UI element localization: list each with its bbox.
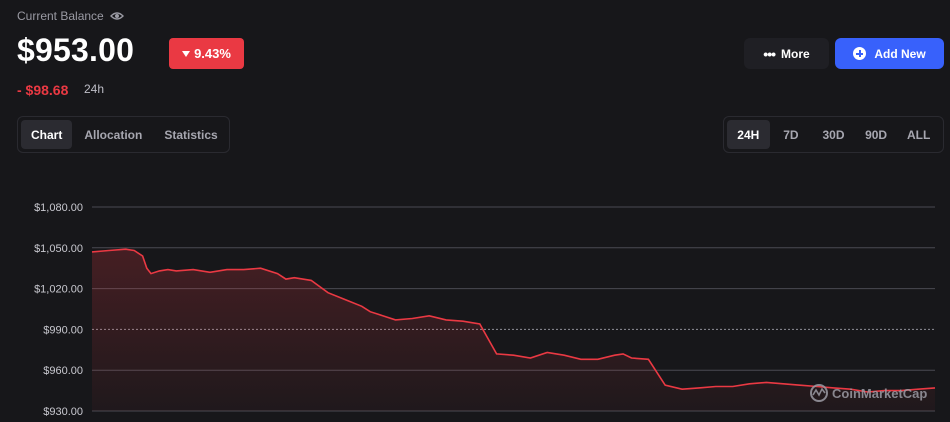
plus-circle-icon [853, 47, 867, 60]
time-range-tabs: 24H 7D 30D 90D ALL [723, 116, 944, 153]
y-axis-ticks: $930.00 $960.00 $990.00 $1,020.00 $1,050.00 $… [34, 202, 83, 418]
y-tick-label: $1,080.00 [34, 202, 83, 214]
change-percent-badge: 9.43% [169, 38, 244, 69]
balance-chart[interactable]: $930.00 $960.00 $990.00 $1,020.00 $1,050.00 $… [0, 190, 950, 422]
more-dots-icon: ••• [763, 45, 776, 62]
coinmarketcap-logo-icon [810, 384, 828, 402]
y-tick-label: $1,020.00 [34, 284, 83, 296]
tab-statistics[interactable]: Statistics [154, 120, 227, 149]
change-period: 24h [84, 82, 105, 96]
range-7d[interactable]: 7D [770, 120, 813, 149]
change-amount: - $98.68 [17, 82, 69, 98]
series-area [92, 249, 935, 411]
tab-allocation-label: Allocation [84, 127, 143, 142]
add-new-button-label: Add New [874, 46, 926, 61]
range-all[interactable]: ALL [897, 120, 940, 149]
tab-statistics-label: Statistics [164, 127, 218, 142]
series-line [91, 248, 936, 393]
balance-label: Current Balance [17, 9, 124, 23]
range-90d-label: 90D [865, 127, 888, 142]
range-all-label: ALL [907, 127, 931, 142]
y-tick-label: $930.00 [43, 406, 83, 418]
tab-allocation[interactable]: Allocation [74, 120, 152, 149]
change-percent-text: 9.43% [194, 46, 231, 61]
range-30d-label: 30D [822, 127, 845, 142]
eye-icon[interactable] [109, 11, 124, 21]
tab-chart-label: Chart [31, 127, 63, 142]
y-tick-label: $960.00 [43, 365, 83, 377]
y-tick-label: $990.00 [43, 324, 83, 336]
add-new-button[interactable]: Add New [835, 38, 944, 69]
range-24h-label: 24H [737, 127, 760, 142]
view-tabs: Chart Allocation Statistics [17, 116, 230, 153]
y-tick-label: $1,050.00 [34, 243, 83, 255]
coinmarketcap-watermark: CoinMarketCap [810, 384, 927, 402]
balance-label-text: Current Balance [17, 9, 104, 23]
range-30d[interactable]: 30D [812, 120, 855, 149]
range-90d[interactable]: 90D [855, 120, 898, 149]
more-button[interactable]: ••• More [744, 38, 829, 69]
range-24h[interactable]: 24H [727, 120, 770, 149]
watermark-text: CoinMarketCap [832, 386, 927, 401]
range-7d-label: 7D [783, 127, 799, 142]
caret-down-icon [182, 50, 191, 57]
more-button-label: More [781, 46, 810, 61]
balance-value: $953.00 [17, 32, 135, 68]
tab-chart[interactable]: Chart [21, 120, 73, 149]
